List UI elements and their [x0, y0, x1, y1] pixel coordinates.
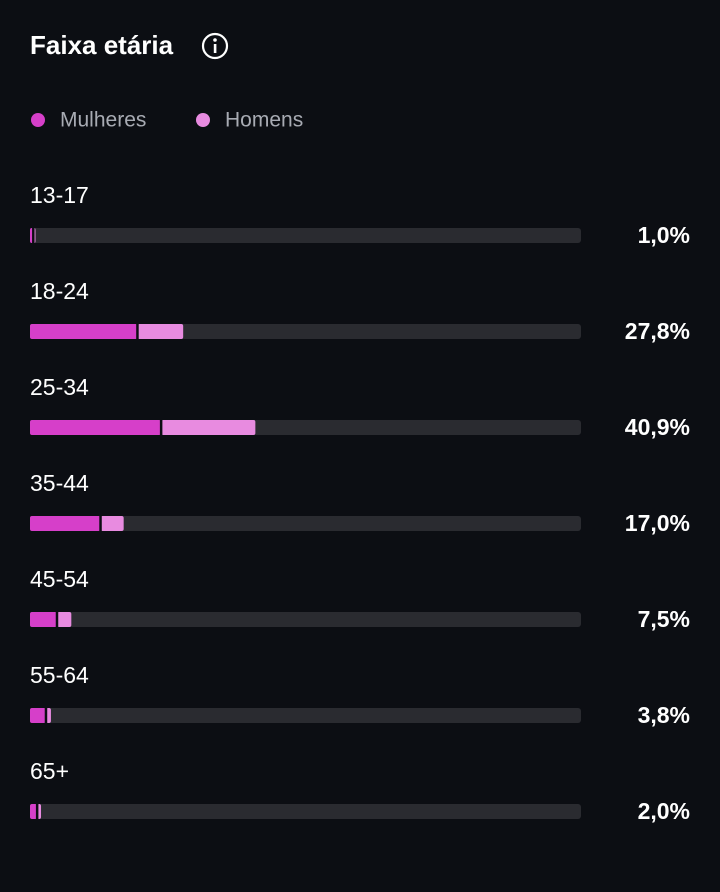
- total-label: 2,0%: [638, 798, 690, 824]
- bar-segment: [30, 804, 38, 819]
- legend-swatch: [196, 113, 210, 127]
- total-label: 40,9%: [625, 414, 690, 440]
- bar-segment: [30, 708, 46, 723]
- total-label: 7,5%: [638, 606, 690, 632]
- category-label: 18-24: [30, 278, 89, 304]
- bar-track: [30, 612, 581, 627]
- info-icon[interactable]: [201, 32, 229, 60]
- total-label: 1,0%: [638, 222, 690, 248]
- chart-title: Faixa etária: [30, 30, 174, 60]
- category-label: 25-34: [30, 374, 89, 400]
- total-label: 3,8%: [638, 702, 690, 728]
- category-label: 55-64: [30, 662, 89, 688]
- bar-segment: [30, 612, 57, 627]
- info-dot: [213, 38, 217, 42]
- bar-segment: [161, 420, 256, 435]
- bar-segment: [30, 516, 101, 531]
- bar-track: [30, 804, 581, 819]
- category-label: 35-44: [30, 470, 89, 496]
- total-label: 27,8%: [625, 318, 690, 344]
- legend-label: Mulheres: [60, 109, 146, 132]
- total-label: 17,0%: [625, 510, 690, 536]
- bar-track: [30, 708, 581, 723]
- bar-segment: [137, 324, 184, 339]
- bar-track: [30, 228, 581, 243]
- bar-segment: [30, 420, 162, 435]
- info-stem: [213, 44, 217, 53]
- category-label: 13-17: [30, 182, 89, 208]
- category-label: 45-54: [30, 566, 89, 592]
- bar-segment: [30, 324, 138, 339]
- info-circle[interactable]: [201, 32, 229, 60]
- legend-swatch: [31, 113, 45, 127]
- bar-segment: [56, 612, 72, 627]
- bar-track: [30, 516, 581, 531]
- category-label: 65+: [30, 758, 69, 784]
- legend-label: Homens: [225, 109, 303, 132]
- bar-segment: [100, 516, 124, 531]
